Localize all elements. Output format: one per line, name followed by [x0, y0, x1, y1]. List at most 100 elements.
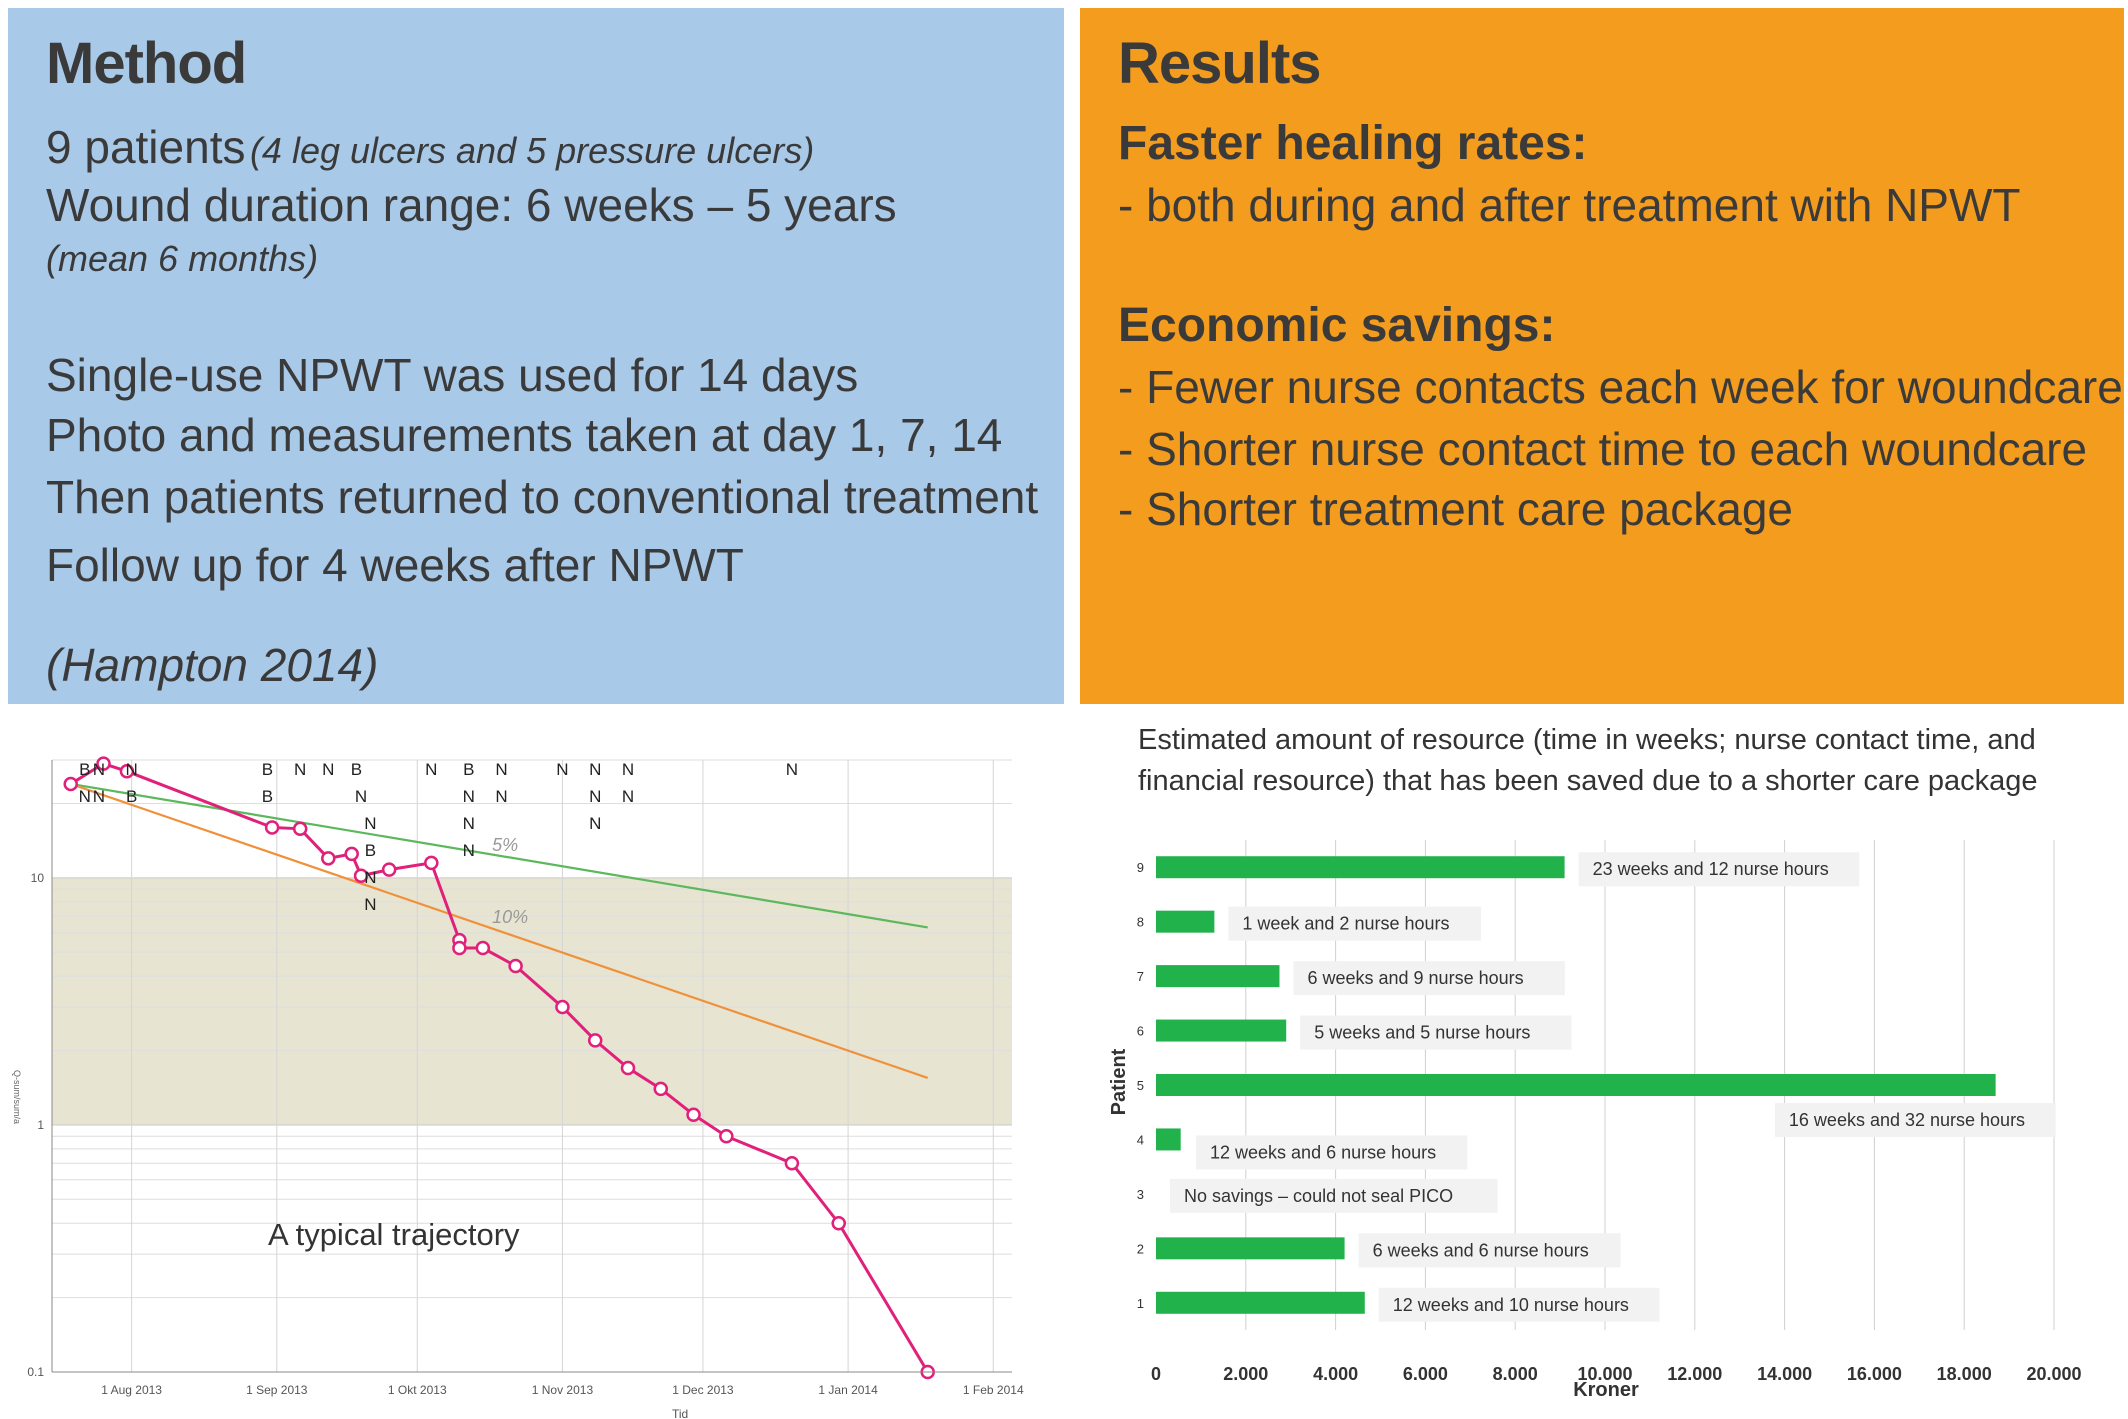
bar-chart-title-line-1: Estimated amount of resource (time in we… — [1138, 724, 2036, 756]
citation: (Hampton 2014) — [46, 639, 379, 691]
bar-data-label-box — [1293, 961, 1565, 996]
trajectory-point — [321, 851, 336, 866]
trajectory-point — [63, 776, 78, 792]
bar-data-label: No savings – could not seal PICO — [1184, 1186, 1453, 1206]
bar-data-label: 16 weeks and 32 nurse hours — [1789, 1110, 2025, 1130]
bar-chart-title: Estimated amount of resource (time in we… — [1138, 724, 2044, 797]
results-item-economic-3: - Shorter treatment care package — [1118, 483, 1793, 535]
bar — [1156, 856, 1565, 879]
bar-y-tick-label: 2 — [1137, 1241, 1144, 1256]
trajectory-point — [653, 1081, 669, 1097]
bar-x-tick-label: 6.000 — [1403, 1364, 1448, 1384]
method-line-1: Single-use NPWT was used for 14 days — [46, 349, 859, 401]
bar-x-tick-label: 12.000 — [1667, 1364, 1722, 1384]
event-marker: B — [126, 787, 137, 806]
trajectory-point — [264, 820, 280, 835]
event-marker: N — [786, 760, 798, 779]
bar-data-label: 6 weeks and 6 nurse hours — [1373, 1240, 1589, 1260]
bar-chart-title-line-2: financial resource) that has been saved … — [1138, 765, 2038, 797]
bar-data-label-box — [1196, 1135, 1468, 1170]
bar-x-tick-label: 2.000 — [1223, 1364, 1268, 1384]
x-tick-label: 1 Dec 2013 — [672, 1383, 734, 1397]
event-marker: N — [463, 787, 475, 806]
event-marker: B — [463, 760, 474, 779]
bar-data-label: 23 weeks and 12 nurse hours — [1593, 859, 1829, 879]
bar-y-tick-label: 8 — [1137, 915, 1144, 930]
bar-x-tick-label: 16.000 — [1847, 1364, 1902, 1384]
savings-bar-chart: Estimated amount of resource (time in we… — [1108, 724, 2082, 1401]
bar-marks: 12 weeks and 10 nurse hours 6 weeks and 6… — [1156, 852, 2056, 1322]
bar — [1156, 1291, 1365, 1314]
bar-data-label: 12 weeks and 6 nurse hours — [1210, 1142, 1436, 1162]
trajectory-point — [620, 1060, 636, 1076]
bar-data-label-box — [1578, 852, 1860, 887]
bar-y-tick-label: 7 — [1137, 969, 1144, 984]
event-marker: N — [322, 760, 334, 779]
x-tick-label: 1 Nov 2013 — [532, 1383, 594, 1397]
patients-note: (4 leg ulcers and 5 pressure ulcers) — [249, 130, 815, 171]
bar — [1156, 1019, 1287, 1042]
event-marker: B — [365, 841, 376, 860]
bar-data-label-box — [1358, 1233, 1621, 1268]
trajectory-point — [831, 1216, 846, 1231]
event-marker: N — [93, 787, 105, 806]
patients-line: 9 patients (4 leg ulcers and 5 pressure … — [46, 120, 814, 174]
bar-y-tick-label: 1 — [1137, 1296, 1144, 1311]
bar-x-tick-label: 20.000 — [2026, 1364, 2081, 1384]
method-line-3: Then patients returned to conventional t… — [46, 471, 1039, 523]
duration-note: (mean 6 months) — [46, 238, 319, 279]
trajectory-point — [587, 1033, 603, 1048]
method-line-2: Photo and measurements taken at day 1, 7… — [46, 409, 1003, 461]
trajectory-series — [63, 756, 935, 1380]
bar-xlabel: Kroner — [1573, 1379, 1639, 1401]
y-tick-label: 10 — [31, 871, 45, 885]
x-tick-label: 1 Okt 2013 — [388, 1383, 447, 1397]
method-line-4: Follow up for 4 weeks after NPWT — [46, 539, 744, 591]
bar — [1156, 910, 1215, 933]
results-heading-economic: Economic savings: — [1118, 299, 1556, 352]
duration-line: Wound duration range: 6 weeks – 5 years — [46, 179, 897, 231]
bar-data-label: 1 week and 2 nurse hours — [1242, 914, 1449, 934]
trajectory-point — [344, 846, 359, 862]
y-tick-label: 0.1 — [27, 1365, 44, 1379]
event-marker: N — [589, 814, 601, 833]
trajectory-point — [353, 868, 369, 884]
trajectory-point — [292, 821, 308, 837]
trajectory-point — [686, 1107, 701, 1122]
trajectory-point — [381, 862, 397, 877]
event-marker: N — [495, 787, 507, 806]
reference-line-label: 5% — [492, 835, 518, 855]
trajectory-point — [96, 756, 111, 771]
event-marker: N — [463, 814, 475, 833]
results-item-economic-1: - Fewer nurse contacts each week for wou… — [1118, 361, 2123, 413]
event-marker: N — [125, 760, 137, 779]
results-heading-healing: Faster healing rates: — [1118, 117, 1588, 170]
bar-x-tick-label: 0 — [1151, 1364, 1161, 1384]
trajectory-point — [119, 764, 135, 779]
trajectory-point — [508, 958, 523, 974]
event-marker: N — [364, 895, 376, 914]
trajectory-point — [555, 999, 570, 1015]
reference-line — [70, 782, 928, 929]
bar-x-tick-label: 10.000 — [1577, 1364, 1632, 1384]
trajectory-point — [784, 1155, 800, 1171]
event-marker: N — [589, 760, 601, 779]
event-marker: N — [93, 760, 105, 779]
bar-y-tick-label: 4 — [1137, 1132, 1144, 1147]
bar-data-label-box — [1378, 1287, 1660, 1322]
bar-y-tick-label: 6 — [1137, 1024, 1144, 1039]
event-marker: N — [463, 841, 475, 860]
event-marker: B — [262, 787, 273, 806]
bar-data-label-box — [1300, 1015, 1572, 1050]
event-marker: N — [294, 760, 306, 779]
bar-axes: 0 2.000 4.000 6.000 8.000 10.000 12.000 14.000 1… — [1137, 860, 2082, 1384]
method-panel: Method 9 patients (4 leg ulcers and 5 pr… — [8, 8, 1064, 704]
bar-data-label-box — [1774, 1103, 2056, 1137]
bar-data-label-box — [1228, 906, 1482, 941]
bar-x-tick-label: 18.000 — [1937, 1364, 1992, 1384]
method-title: Method — [46, 31, 247, 96]
bar-x-tick-label: 4.000 — [1313, 1364, 1358, 1384]
reference-line-label: 10% — [492, 907, 528, 927]
bar-x-tick-label: 8.000 — [1493, 1364, 1538, 1384]
